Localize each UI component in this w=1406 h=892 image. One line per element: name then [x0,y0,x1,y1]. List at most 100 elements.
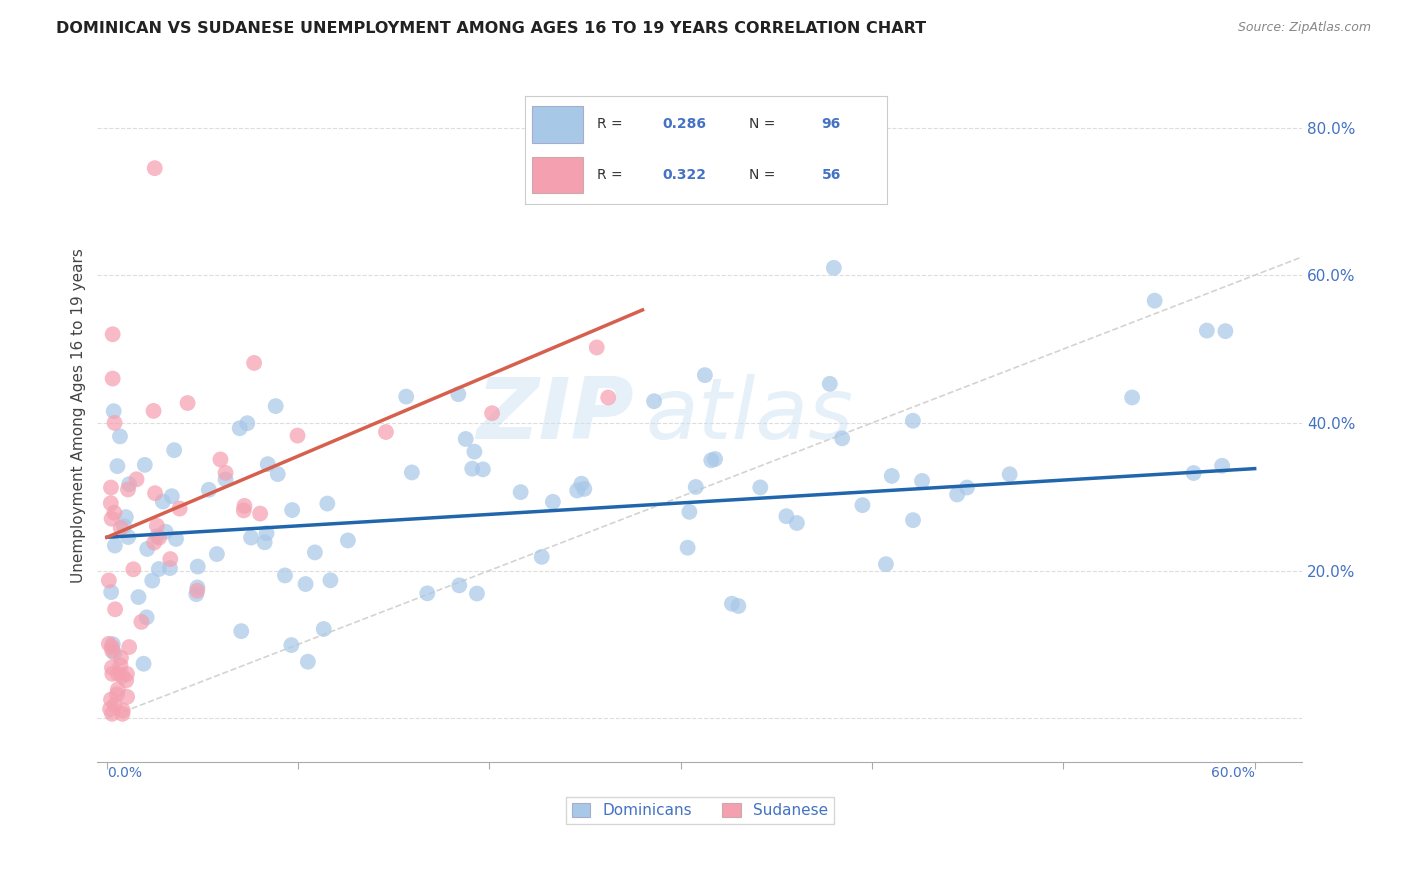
Dominicans [159,561,181,575]
Dominicans [693,368,716,383]
Sudanese [169,501,191,516]
Dominicans [117,530,139,544]
Text: ZIP: ZIP [477,374,634,457]
Sudanese [117,483,139,497]
Sudanese [146,518,169,533]
Dominicans [704,452,727,467]
Dominicans [187,559,209,574]
Dominicans [463,444,485,458]
Sudanese [107,666,129,681]
Dominicans [141,574,163,588]
Dominicans [1143,293,1166,308]
Sudanese [115,673,138,688]
Dominicans [155,524,177,539]
Dominicans [136,541,159,556]
Sudanese [142,404,165,418]
Dominicans [312,622,335,636]
Sudanese [585,341,607,355]
Dominicans [700,453,723,467]
Dominicans [165,532,187,546]
Dominicans [1215,324,1237,338]
Sudanese [111,703,134,717]
Dominicans [280,638,302,652]
Dominicans [103,404,125,418]
Sudanese [249,507,271,521]
Dominicans [294,577,316,591]
Sudanese [100,512,122,526]
Dominicans [281,503,304,517]
Dominicans [107,459,129,474]
Dominicans [118,477,141,491]
Sudanese [103,506,125,520]
Dominicans [101,637,124,651]
Dominicans [132,657,155,671]
Dominicans [851,498,873,512]
Sudanese [115,667,138,681]
Sudanese [243,356,266,370]
Dominicans [228,421,250,435]
Dominicans [721,597,744,611]
Sudanese [118,640,141,654]
Dominicans [509,485,531,500]
Sudanese [101,660,124,674]
Sudanese [103,416,125,430]
Text: 60.0%: 60.0% [1211,766,1254,780]
Dominicans [103,646,125,660]
Dominicans [186,587,208,601]
Dominicans [236,416,259,430]
Text: DOMINICAN VS SUDANESE UNEMPLOYMENT AMONG AGES 16 TO 19 YEARS CORRELATION CHART: DOMINICAN VS SUDANESE UNEMPLOYMENT AMONG… [56,21,927,37]
Dominicans [198,483,221,497]
Dominicans [336,533,359,548]
Dominicans [831,431,853,445]
Dominicans [114,510,136,524]
Sudanese [110,521,132,535]
Sudanese [122,562,145,576]
Dominicans [100,585,122,599]
Sudanese [214,466,236,480]
Dominicans [786,516,808,530]
Y-axis label: Unemployment Among Ages 16 to 19 years: Unemployment Among Ages 16 to 19 years [72,248,86,582]
Dominicans [152,494,174,508]
Sudanese [176,396,198,410]
Dominicans [304,545,326,559]
Sudanese [100,496,122,510]
Dominicans [571,476,593,491]
Sudanese [105,688,128,702]
Sudanese [104,602,127,616]
Dominicans [214,473,236,487]
Dominicans [231,624,253,639]
Dominicans [454,432,477,446]
Dominicans [135,610,157,624]
Sudanese [111,706,134,721]
Dominicans [465,586,488,600]
Dominicans [901,513,924,527]
Dominicans [112,519,135,533]
Sudanese [97,637,120,651]
Dominicans [749,480,772,494]
Dominicans [253,535,276,549]
Sudanese [110,658,132,673]
Sudanese [159,552,181,566]
Dominicans [956,481,979,495]
Dominicans [727,599,749,613]
Dominicans [901,414,924,428]
Sudanese [100,692,122,706]
Dominicans [530,549,553,564]
Dominicans [541,495,564,509]
Dominicans [775,509,797,524]
Dominicans [946,487,969,501]
Dominicans [818,376,841,391]
Dominicans [267,467,290,481]
Dominicans [1195,324,1218,338]
Sudanese [143,161,166,176]
Dominicans [471,462,494,476]
Sudanese [101,640,124,654]
Dominicans [205,547,228,561]
Dominicans [316,497,339,511]
Dominicans [567,483,589,498]
Sudanese [101,666,124,681]
Dominicans [186,581,208,595]
Dominicans [274,568,297,582]
Sudanese [143,486,166,500]
Dominicans [395,390,418,404]
